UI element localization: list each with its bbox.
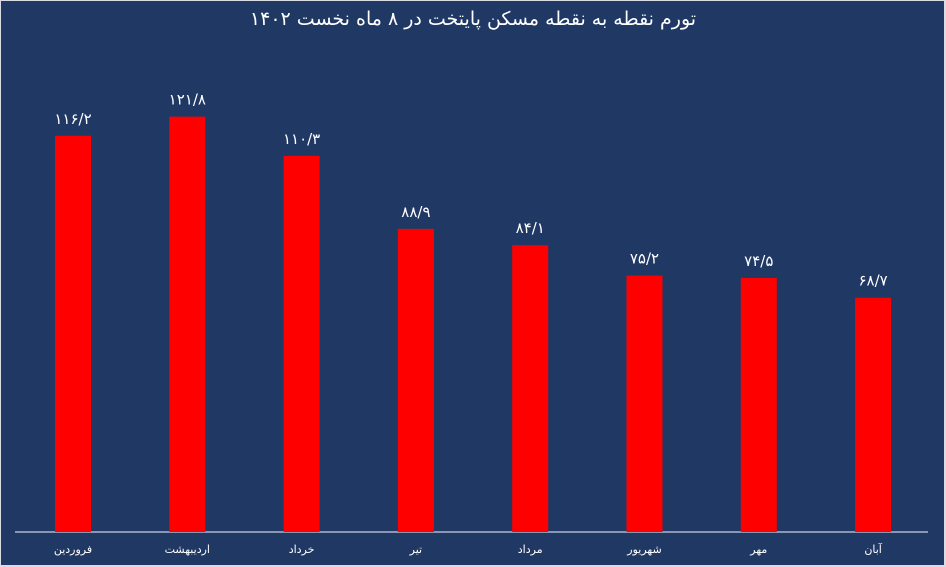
bar — [169, 116, 206, 533]
x-tick-label: مرداد — [518, 543, 543, 556]
bar — [855, 297, 892, 532]
bar — [283, 155, 320, 532]
bar — [512, 245, 549, 532]
x-tick-label: شهریور — [626, 543, 661, 556]
data-label: ۷۵/۲ — [630, 250, 659, 268]
x-tick-label: تیر — [409, 543, 422, 556]
x-tick-label: مهر — [749, 543, 767, 556]
bar — [740, 277, 777, 532]
data-label: ۶۸/۷ — [858, 272, 887, 290]
data-label: ۸۸/۹ — [401, 203, 430, 221]
chart-title: تورم نقطه به نقطه مسکن پایتخت در ۸ ماه ن… — [249, 8, 697, 30]
data-label: ۱۲۱/۸ — [169, 91, 206, 109]
data-label: ۱۱۶/۲ — [54, 110, 91, 128]
bar — [397, 228, 434, 532]
data-label: ۸۴/۱ — [516, 219, 545, 237]
x-tick-label: آبان — [864, 542, 882, 556]
bar — [626, 275, 663, 532]
data-label: ۱۱۰/۳ — [283, 130, 320, 148]
x-tick-label: اردیبهشت — [165, 543, 210, 556]
bar — [55, 135, 91, 532]
x-tick-label: خرداد — [289, 543, 315, 556]
data-label: ۷۴/۵ — [744, 252, 773, 270]
x-tick-label: فروردین — [54, 543, 92, 556]
